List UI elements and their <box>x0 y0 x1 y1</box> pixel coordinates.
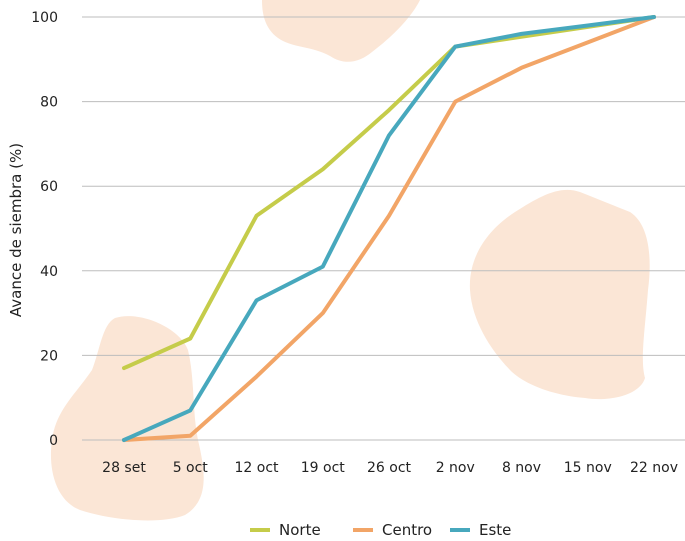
y-tick-label: 60 <box>40 179 58 195</box>
legend-label-norte: Norte <box>279 521 321 539</box>
x-tick-label: 19 oct <box>301 460 346 476</box>
blob-top <box>262 0 420 62</box>
background-blobs <box>50 0 650 521</box>
x-axis-ticks: 28 set 5 oct 12 oct 19 oct 26 oct 2 nov 8 nov 1… <box>102 460 678 476</box>
blob-left <box>50 316 204 521</box>
x-tick-label: 22 nov <box>630 460 678 476</box>
y-axis-label: Avance de siembra (%) <box>7 143 25 317</box>
x-tick-label: 8 nov <box>502 460 541 476</box>
series-lines <box>122 15 656 442</box>
y-tick-label: 20 <box>40 348 58 364</box>
legend-label-centro: Centro <box>382 521 432 539</box>
legend: Norte Centro Este <box>250 521 511 539</box>
y-tick-label: 80 <box>40 95 58 111</box>
x-tick-label: 5 oct <box>173 460 209 476</box>
legend-label-este: Este <box>479 521 511 539</box>
x-tick-label: 2 nov <box>436 460 475 476</box>
gridlines <box>82 16 685 441</box>
y-axis-ticks: 0 20 40 60 80 100 <box>31 10 58 449</box>
x-tick-label: 26 oct <box>367 460 412 476</box>
y-tick-label: 0 <box>49 433 58 449</box>
y-tick-label: 100 <box>31 10 58 26</box>
blob-right <box>469 189 650 400</box>
x-tick-label: 15 nov <box>564 460 612 476</box>
series-line-este <box>122 15 656 442</box>
x-tick-label: 12 oct <box>234 460 279 476</box>
x-tick-label: 28 set <box>102 460 146 476</box>
y-tick-label: 40 <box>40 264 58 280</box>
